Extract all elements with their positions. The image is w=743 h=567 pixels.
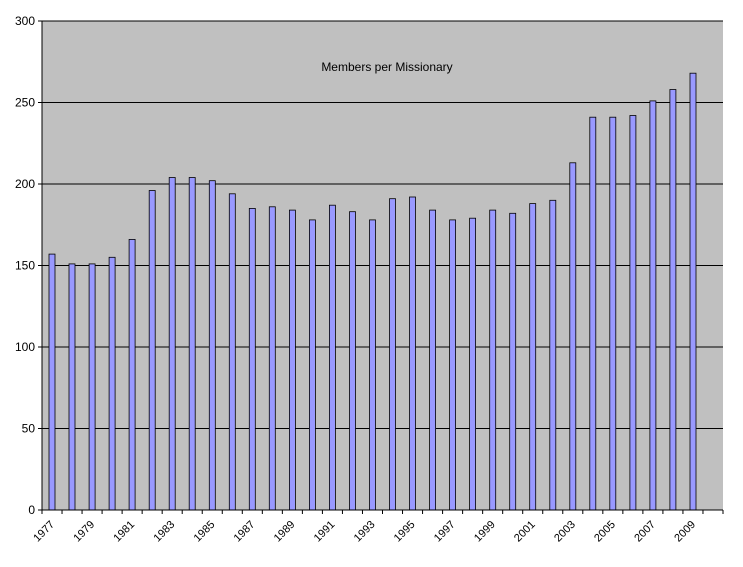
y-tick-label: 300 — [15, 14, 35, 28]
x-tick-label: 1995 — [392, 519, 418, 545]
chart-title: Members per Missionary — [321, 60, 452, 74]
bar-1994 — [389, 198, 396, 511]
bar-1990 — [308, 219, 316, 511]
y-tick-label: 0 — [28, 503, 35, 517]
bar-1981 — [128, 238, 136, 511]
x-tick-label: 1979 — [71, 519, 97, 545]
x-tick-label: 1999 — [472, 519, 498, 545]
bar-2005 — [609, 116, 617, 511]
x-tick-label: 1993 — [352, 519, 378, 545]
bar-1980 — [108, 256, 116, 511]
x-axis-ticks: 1977 1979 1981 1983 1985 1987 1989 1991 1993 1995… — [31, 510, 724, 545]
y-tick-label: 50 — [22, 422, 36, 436]
bar-1995 — [409, 196, 416, 511]
x-tick-label: 2009 — [672, 519, 698, 545]
bar-1984 — [188, 177, 196, 511]
bar-1979 — [88, 263, 96, 511]
bar-2009 — [689, 72, 697, 511]
bar-1998 — [469, 217, 477, 511]
x-tick-label: 1985 — [192, 519, 218, 545]
bar-2004 — [589, 116, 597, 511]
bar-1991 — [328, 204, 336, 511]
bar-1988 — [268, 206, 276, 511]
bar-1997 — [449, 219, 457, 511]
x-tick-label: 1991 — [312, 519, 338, 545]
bar-1983 — [168, 177, 176, 511]
x-tick-label: 1987 — [232, 519, 258, 545]
x-tick-label: 1977 — [31, 519, 57, 545]
bar-1999 — [489, 209, 497, 511]
x-tick-label: 2007 — [632, 519, 658, 545]
bar-1993 — [369, 219, 376, 511]
x-tick-label: 2005 — [592, 519, 618, 545]
bar-1996 — [429, 209, 437, 511]
bar-2002 — [549, 199, 557, 511]
y-tick-label: 150 — [15, 259, 35, 273]
bar-1992 — [349, 211, 356, 511]
x-tick-label: 1981 — [111, 519, 137, 545]
bar-2006 — [629, 115, 637, 511]
bar-1986 — [228, 193, 236, 511]
y-tick-label: 200 — [15, 177, 35, 191]
bar-2000 — [509, 212, 517, 511]
bar-series — [48, 72, 697, 511]
bar-2003 — [569, 162, 577, 511]
y-tick-label: 100 — [15, 340, 35, 354]
y-tick-label: 250 — [15, 96, 35, 110]
x-tick-label: 1997 — [432, 519, 458, 545]
bar-1989 — [288, 209, 296, 511]
x-tick-label: 2003 — [552, 519, 578, 545]
y-axis-ticks: 0 50 100 150 200 250 300 — [15, 14, 42, 517]
bar-1985 — [208, 180, 216, 511]
bar-1987 — [248, 207, 256, 511]
x-tick-label: 2001 — [512, 519, 538, 545]
bar-2001 — [529, 203, 537, 511]
bar-1977 — [48, 253, 56, 511]
x-tick-label: 1989 — [272, 519, 298, 545]
bar-2008 — [669, 89, 677, 511]
bar-1982 — [148, 190, 156, 511]
bar-1978 — [68, 263, 76, 511]
x-tick-label: 1983 — [152, 519, 178, 545]
bar-2007 — [649, 100, 657, 511]
